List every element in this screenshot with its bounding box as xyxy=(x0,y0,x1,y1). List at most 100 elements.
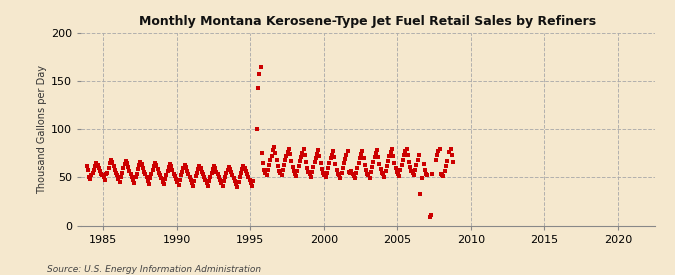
Point xyxy=(269,144,279,149)
Point xyxy=(180,164,191,169)
Point xyxy=(338,166,348,170)
Point xyxy=(448,160,458,164)
Point xyxy=(184,175,195,180)
Point xyxy=(105,161,115,165)
Point xyxy=(317,166,327,171)
Point xyxy=(101,172,111,177)
Point xyxy=(380,168,391,173)
Point xyxy=(399,153,410,157)
Point xyxy=(157,180,168,184)
Point xyxy=(344,169,354,174)
Point xyxy=(275,170,286,175)
Point xyxy=(243,175,254,180)
Point xyxy=(85,177,96,182)
Point xyxy=(410,167,421,172)
Point xyxy=(216,181,227,185)
Point xyxy=(114,180,125,184)
Point xyxy=(381,164,392,168)
Point xyxy=(373,155,383,159)
Point xyxy=(422,173,433,178)
Point xyxy=(325,156,336,160)
Point xyxy=(213,175,224,180)
Point xyxy=(120,159,131,163)
Point xyxy=(287,164,298,169)
Point xyxy=(212,172,223,177)
Point xyxy=(406,168,417,173)
Point xyxy=(306,169,317,174)
Point xyxy=(123,164,134,169)
Point xyxy=(118,166,129,170)
Point xyxy=(421,171,431,176)
Point xyxy=(404,160,414,164)
Point xyxy=(360,167,371,172)
Point xyxy=(327,149,338,153)
Point xyxy=(146,172,157,177)
Point xyxy=(441,159,452,163)
Point xyxy=(244,178,255,183)
Point xyxy=(387,147,398,152)
Point xyxy=(372,148,383,153)
Point xyxy=(226,169,237,174)
Point xyxy=(279,163,290,167)
Point xyxy=(215,178,225,183)
Point xyxy=(93,166,104,170)
Point xyxy=(186,178,196,183)
Point xyxy=(368,160,379,164)
Point xyxy=(440,164,451,168)
Point xyxy=(427,172,437,177)
Point xyxy=(246,184,257,188)
Point xyxy=(414,191,425,196)
Point xyxy=(321,170,332,175)
Point xyxy=(142,179,153,183)
Point xyxy=(339,161,350,165)
Point xyxy=(378,172,389,177)
Point xyxy=(201,181,212,185)
Point xyxy=(367,164,377,169)
Point xyxy=(326,153,337,157)
Point xyxy=(242,172,252,177)
Point xyxy=(133,166,144,171)
Point xyxy=(145,176,156,180)
Point xyxy=(389,161,400,165)
Point xyxy=(144,182,155,186)
Text: Source: U.S. Energy Information Administration: Source: U.S. Energy Information Administ… xyxy=(47,265,261,274)
Point xyxy=(163,164,174,169)
Point xyxy=(223,164,234,169)
Point xyxy=(91,161,102,165)
Point xyxy=(335,176,346,180)
Point xyxy=(308,164,319,169)
Point xyxy=(248,179,259,183)
Point xyxy=(260,170,271,175)
Point xyxy=(82,167,93,172)
Point xyxy=(392,169,402,174)
Point xyxy=(219,179,230,183)
Point xyxy=(315,161,326,165)
Point xyxy=(362,171,373,176)
Point xyxy=(417,176,428,180)
Point xyxy=(109,167,120,172)
Point xyxy=(102,170,113,175)
Point xyxy=(234,175,245,180)
Point xyxy=(303,169,314,174)
Point xyxy=(236,170,246,175)
Point xyxy=(298,147,309,152)
Point xyxy=(159,182,169,186)
Point xyxy=(291,174,302,179)
Point xyxy=(258,161,269,165)
Point xyxy=(345,170,356,175)
Point xyxy=(273,168,284,173)
Point xyxy=(231,182,242,186)
Point xyxy=(119,162,130,166)
Point xyxy=(364,176,375,180)
Point xyxy=(313,148,324,153)
Point xyxy=(418,162,429,166)
Point xyxy=(319,173,329,178)
Point xyxy=(153,166,163,171)
Point xyxy=(174,178,185,183)
Point xyxy=(444,150,455,155)
Point xyxy=(95,168,105,173)
Point xyxy=(292,168,303,173)
Point xyxy=(358,156,369,160)
Point xyxy=(336,170,347,175)
Point xyxy=(217,184,228,188)
